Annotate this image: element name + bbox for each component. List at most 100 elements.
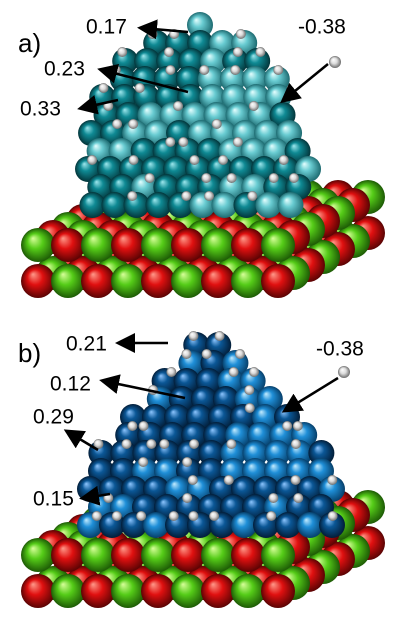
- substrate-atom: [21, 228, 55, 262]
- substrate-atom: [21, 574, 55, 608]
- hydrogen-atom: [169, 511, 179, 521]
- hydrogen-atom: [189, 439, 199, 449]
- hydrogen-atom: [201, 173, 211, 183]
- hydrogen-atom: [266, 511, 276, 521]
- substrate-atom: [201, 228, 235, 262]
- hydrogen-atom: [138, 457, 148, 467]
- hydrogen-atom: [279, 155, 289, 165]
- hydrogen-atom: [235, 349, 245, 359]
- cluster-atom: [277, 192, 303, 218]
- hydrogen-atom: [249, 101, 259, 111]
- hydrogen-atom: [233, 47, 243, 57]
- hydrogen-atom: [182, 457, 192, 467]
- hydrogen-atom: [328, 511, 338, 521]
- hydrogen-atom: [127, 421, 137, 431]
- substrate-atom: [51, 538, 85, 572]
- substrate-atom: [81, 538, 115, 572]
- substrate-atom: [171, 264, 205, 298]
- arrow: [286, 378, 338, 410]
- hydrogen-atom: [291, 439, 301, 449]
- substrate-atom: [171, 228, 205, 262]
- substrate-atom: [261, 228, 295, 262]
- substrate-atom: [111, 228, 145, 262]
- hydrogen-atom: [182, 349, 192, 359]
- hydrogen-atom: [215, 331, 225, 341]
- annotation: 0.33: [20, 98, 61, 121]
- substrate-atom: [261, 538, 295, 572]
- hydrogen-atom: [188, 475, 198, 485]
- hydrogen-atom: [139, 421, 149, 431]
- hydrogen-atom: [159, 439, 169, 449]
- hydrogen-atom: [112, 119, 122, 129]
- hydrogen-atom: [291, 475, 301, 485]
- hydrogen-atom: [233, 137, 243, 147]
- substrate-atom: [51, 228, 85, 262]
- hydrogen-atom: [112, 511, 122, 521]
- substrate-atom: [201, 574, 235, 608]
- hydrogen-atom: [136, 511, 146, 521]
- hydrogen-atom: [229, 367, 239, 377]
- substrate-atom: [81, 574, 115, 608]
- substrate-atom: [141, 574, 175, 608]
- arrow: [284, 64, 328, 100]
- hydrogen-atom: [87, 155, 97, 165]
- hydrogen-atom: [188, 511, 198, 521]
- hydrogen-atom: [230, 65, 240, 75]
- substrate-atom: [111, 538, 145, 572]
- annotation: 0.15: [33, 488, 74, 511]
- hydrogen-atom: [269, 173, 279, 183]
- substrate-atom: [261, 574, 295, 608]
- hydrogen-atom: [327, 475, 337, 485]
- hydrogen-atom: [166, 367, 176, 377]
- hydrogen-atom: [329, 56, 341, 68]
- hydrogen-atom: [209, 511, 219, 521]
- hydrogen-atom: [293, 421, 303, 431]
- substrate-atom: [261, 264, 295, 298]
- hydrogen-atom: [247, 191, 257, 201]
- hydrogen-atom: [255, 47, 265, 57]
- substrate-atom: [231, 228, 265, 262]
- hydrogen-atom: [218, 155, 228, 165]
- hydrogen-atom: [249, 367, 259, 377]
- hydrogen-atom: [165, 65, 175, 75]
- annotation: -0.38: [316, 338, 364, 361]
- substrate-atom: [141, 538, 175, 572]
- hydrogen-atom: [173, 101, 183, 111]
- hydrogen-atom: [165, 137, 175, 147]
- hydrogen-atom: [98, 83, 108, 93]
- hydrogen-atom: [212, 119, 222, 129]
- substrate-atom: [171, 538, 205, 572]
- annotation: 0.29: [33, 406, 74, 429]
- substrate-atom: [141, 264, 175, 298]
- substrate-atom: [141, 228, 175, 262]
- hydrogen-atom: [236, 29, 246, 39]
- hydrogen-atom: [245, 403, 255, 413]
- substrate-atom: [231, 538, 265, 572]
- hydrogen-atom: [199, 65, 209, 75]
- substrate-atom: [21, 264, 55, 298]
- hydrogen-atom: [244, 385, 254, 395]
- substrate-atom: [111, 264, 145, 298]
- hydrogen-atom: [178, 137, 188, 147]
- arrow: [68, 432, 98, 450]
- hydrogen-atom: [204, 191, 214, 201]
- panel-label: b): [18, 338, 41, 368]
- substrate-atom: [111, 574, 145, 608]
- hydrogen-atom: [289, 173, 299, 183]
- hydrogen-atom: [164, 47, 174, 57]
- panel-label: a): [18, 28, 41, 58]
- annotation: 0.12: [50, 373, 91, 396]
- hydrogen-atom: [148, 29, 158, 39]
- hydrogen-atom: [92, 511, 102, 521]
- hydrogen-atom: [224, 475, 234, 485]
- hydrogen-atom: [282, 421, 292, 431]
- substrate-atom: [201, 264, 235, 298]
- annotation: 0.21: [66, 333, 107, 356]
- hydrogen-atom: [188, 331, 198, 341]
- substrate-atom: [171, 574, 205, 608]
- substrate-atom: [51, 574, 85, 608]
- hydrogen-atom: [135, 83, 145, 93]
- hydrogen-atom: [128, 119, 138, 129]
- hydrogen-atom: [273, 65, 283, 75]
- annotation: 0.17: [86, 16, 127, 39]
